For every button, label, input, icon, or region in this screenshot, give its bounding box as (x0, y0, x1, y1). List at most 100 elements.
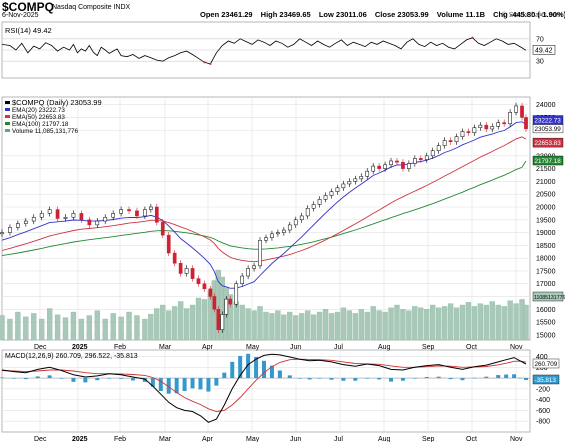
price-tick-label: 16000 (536, 307, 556, 314)
change-stat: Chg -445.80 (-1.90%) (493, 10, 565, 19)
volume-bar (142, 318, 148, 341)
price-legend-swatch (5, 108, 10, 111)
price-tick-label: 20500 (536, 192, 556, 199)
macd-histogram-bar (158, 378, 163, 391)
volume-bar (358, 309, 364, 341)
candle-body (490, 126, 495, 130)
candle-body (184, 268, 189, 274)
volume-bar (418, 307, 424, 341)
volume-bar (189, 304, 196, 341)
macd-x-label: Dec (34, 436, 47, 442)
panel-frame-macd (1, 349, 531, 433)
price-last-value: 21797.18 (535, 158, 562, 165)
price-legend-swatch (5, 101, 10, 104)
candle-body (95, 220, 100, 226)
candle-body (436, 145, 441, 151)
candle-body (228, 298, 233, 305)
macd-histogram-bar (59, 378, 64, 379)
volume-last-value: 11085131776 (534, 295, 565, 301)
price-tick-label: 19000 (536, 230, 556, 237)
volume-bar (513, 303, 519, 341)
macd-histogram-bar (47, 375, 52, 379)
volume-bar (305, 310, 311, 341)
candle-body (502, 122, 507, 125)
macd-histogram-bar (119, 378, 124, 379)
symbol-title: $COMPQ (2, 0, 55, 14)
candle-body (430, 150, 435, 157)
macd-x-label: Oct (466, 436, 477, 442)
volume-bar (227, 294, 233, 341)
candle-body (246, 268, 250, 277)
volume-bar (424, 309, 430, 341)
candle-body (466, 131, 471, 134)
volume-bar (78, 318, 85, 341)
macd-x-label: Apr (202, 436, 214, 442)
candle-body (0, 232, 4, 235)
volume-bar (148, 313, 154, 341)
volume-bar (251, 310, 257, 341)
volume-bar (322, 309, 329, 341)
candle-body (329, 191, 334, 196)
macd-legend: MACD(12,26,9) 260.709, 296.522, -35.813 (5, 353, 138, 360)
volume-bar (370, 306, 376, 341)
macd-histogram-bar (389, 378, 394, 382)
macd-hist-last-value-box (532, 374, 560, 385)
volume-bar (281, 314, 287, 341)
price-tick-label: 15500 (536, 320, 556, 327)
candle-body (460, 131, 465, 137)
candle-body (293, 219, 298, 226)
price-tick-label: 19500 (536, 217, 556, 224)
volume-stat: Volume 11.1B (436, 10, 486, 19)
volume-bar (471, 306, 478, 341)
volume-bar (376, 310, 382, 341)
volume-bar (7, 318, 13, 341)
volume-bar (275, 310, 281, 341)
stockcharts-watermark: © StockCharts.com (501, 12, 562, 19)
price-last-value-box (532, 155, 564, 166)
macd-histogram-bar (436, 376, 441, 379)
price-tick-label: 21000 (536, 179, 556, 186)
candle-body (149, 206, 153, 210)
macd-histogram-bar (95, 378, 100, 381)
volume-bar (201, 299, 208, 341)
macd-histogram-bar (377, 378, 382, 380)
index-name: Nasdaq Composite INDX (52, 4, 131, 11)
volume-bar (287, 311, 293, 341)
price-legend-entry: EMA(20) 23222.73 (12, 107, 65, 114)
volume-bar (465, 302, 472, 341)
rsi-last-value: 49.42 (535, 47, 553, 54)
candle-body (287, 224, 292, 231)
volume-bar (62, 317, 69, 341)
candle-body (305, 208, 310, 217)
candle-body (8, 227, 12, 233)
candle-body (383, 164, 387, 169)
macd-x-label: Sep (422, 436, 435, 442)
candle-body (216, 309, 221, 331)
candle-body (135, 210, 139, 217)
candle-body (524, 117, 528, 130)
volume-bar (430, 304, 436, 341)
price-x-label: Feb (114, 344, 126, 351)
volume-bar (94, 310, 100, 341)
volume-bar (453, 307, 460, 341)
candle-body (377, 165, 381, 169)
volume-bar (459, 304, 466, 341)
macd-histogram-bar (269, 365, 274, 379)
price-tick-label: 20000 (536, 204, 556, 211)
volume-bar (0, 315, 5, 341)
macd-histogram-bar (83, 378, 88, 383)
candle-body (119, 209, 123, 214)
macd-histogram-bar (365, 378, 370, 379)
macd-tick-label: 200 (536, 365, 548, 372)
ema100-line (1, 160, 527, 257)
macd-histogram-bar (329, 378, 334, 380)
volume-bar (364, 311, 370, 341)
macd-histogram-bar (307, 378, 312, 380)
ema20-line (1, 121, 527, 289)
macd-histogram-bar (472, 377, 477, 379)
volume-bar (31, 313, 37, 341)
candle-body (454, 136, 459, 143)
candle-body (166, 234, 171, 254)
macd-histogram-bar (190, 378, 195, 389)
candle-body (63, 216, 68, 219)
